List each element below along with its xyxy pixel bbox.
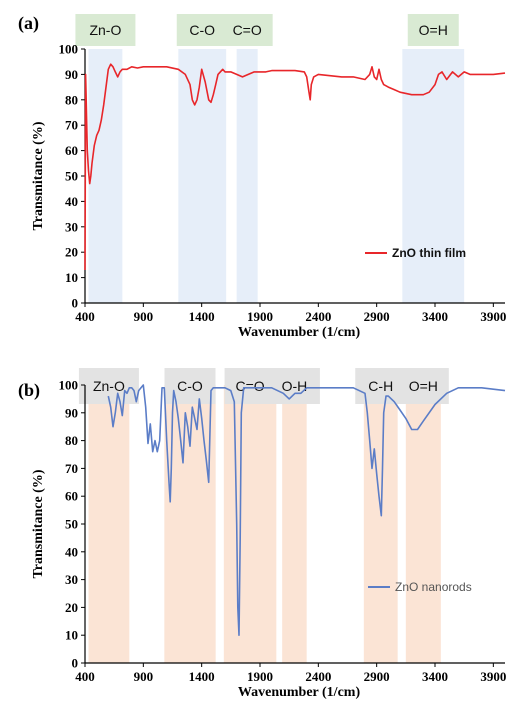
band-label: C-O — [177, 378, 203, 394]
y-tick-label: 20 — [65, 600, 78, 615]
band-label-box — [397, 368, 449, 404]
band-label-box — [355, 368, 407, 404]
y-tick-label: 70 — [65, 118, 78, 133]
chart-panel-b: Zn-O C-O C=O O-H C-H O=H (b) 0 10 20 30 40 50 60 70 80 9… — [18, 368, 506, 700]
band-region-1 — [88, 385, 130, 663]
y-tick-label: 40 — [65, 194, 78, 209]
band-region-4 — [402, 49, 465, 303]
band-label-box — [407, 14, 459, 46]
x-tick-label: 1400 — [189, 309, 215, 324]
band-label: O=H — [419, 22, 448, 38]
legend-label: ZnO nanorods — [395, 580, 472, 594]
band-region-2 — [178, 49, 227, 303]
y-axis-label: Transmitance (%) — [31, 469, 46, 578]
band-label-box — [221, 14, 273, 46]
panel-label: (b) — [18, 380, 40, 401]
band-label-box — [176, 14, 228, 46]
y-tick-label: 90 — [65, 67, 78, 82]
band-label: C-O — [189, 22, 215, 38]
x-tick-label: 1900 — [247, 669, 273, 684]
band-region-4 — [282, 385, 307, 663]
band-label-box — [268, 368, 320, 404]
y-tick-label: 0 — [72, 296, 79, 311]
y-tick-label: 20 — [65, 245, 78, 260]
x-tick-label: 900 — [134, 309, 154, 324]
x-tick-label: 1400 — [189, 669, 215, 684]
band-label: O-H — [282, 378, 308, 394]
x-axis-label: Wavenumber (1/cm) — [238, 325, 361, 340]
x-tick-label: 3900 — [480, 669, 506, 684]
y-tick-label: 50 — [65, 169, 78, 184]
y-tick-label: 100 — [59, 42, 79, 57]
x-tick-label: 3400 — [422, 309, 448, 324]
y-tick-label: 90 — [65, 405, 78, 420]
x-tick-label: 2400 — [305, 669, 331, 684]
y-tick-label: 40 — [65, 544, 78, 559]
y-tick-label: 60 — [65, 143, 78, 158]
y-tick-label: 50 — [65, 517, 78, 532]
band-label: C-H — [368, 378, 393, 394]
y-tick-label: 30 — [65, 219, 78, 234]
y-tick-label: 10 — [65, 270, 78, 285]
band-region-3 — [236, 49, 258, 303]
x-tick-label: 900 — [134, 669, 154, 684]
y-tick-label: 80 — [65, 433, 78, 448]
panel-label: (a) — [18, 13, 39, 34]
band-label: O=H — [409, 378, 438, 394]
band-label: C=O — [235, 378, 264, 394]
y-axis-label: Transmitance (%) — [31, 121, 46, 230]
band-label: C=O — [233, 22, 262, 38]
y-tick-label: 70 — [65, 461, 78, 476]
band-label: Zn-O — [89, 22, 121, 38]
x-tick-label: 2400 — [305, 309, 331, 324]
y-tick-label: 100 — [59, 378, 79, 393]
x-tick-label: 1900 — [247, 309, 273, 324]
band-label: Zn-O — [93, 378, 125, 394]
band-label-box — [75, 14, 136, 46]
x-tick-label: 2900 — [364, 669, 390, 684]
x-tick-label: 400 — [75, 309, 95, 324]
y-tick-label: 60 — [65, 489, 78, 504]
x-tick-label: 400 — [75, 669, 95, 684]
chart-panel-a: Zn-O C-O C=O O=H (a) 0 10 20 30 40 50 60 70 80 90 100 40… — [18, 13, 506, 340]
x-tick-label: 3900 — [480, 309, 506, 324]
band-region-3 — [223, 385, 277, 663]
series-line — [107, 384, 506, 637]
y-tick-label: 0 — [72, 656, 79, 671]
y-tick-label: 30 — [65, 572, 78, 587]
band-region-6 — [405, 385, 441, 663]
y-tick-label: 10 — [65, 628, 78, 643]
y-tick-label: 80 — [65, 92, 78, 107]
x-axis-label: Wavenumber (1/cm) — [238, 685, 361, 700]
x-tick-label: 3400 — [422, 669, 448, 684]
legend-label: ZnO thin film — [392, 246, 466, 260]
x-tick-label: 2900 — [364, 309, 390, 324]
series-line — [84, 63, 506, 271]
